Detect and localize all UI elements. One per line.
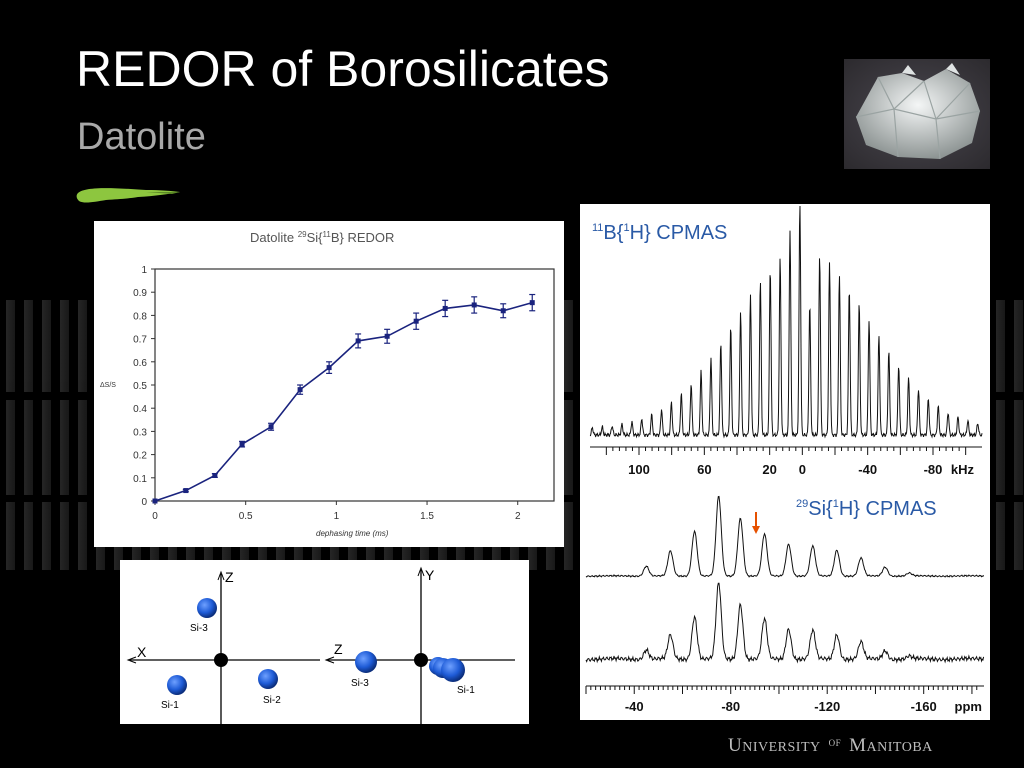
redor-data-point bbox=[297, 387, 303, 393]
atom-label-si-3-side: Si-3 bbox=[351, 678, 369, 689]
university-logo-text: UNIVERSITY OF MANITOBA bbox=[728, 735, 933, 756]
redor-x-tick-label: 1 bbox=[334, 511, 340, 522]
redor-y-tick-label: 0 bbox=[141, 497, 147, 508]
redor-y-tick-label: 0.2 bbox=[133, 451, 147, 462]
redor-data-point bbox=[413, 318, 419, 324]
redor-x-tick-label: 0.5 bbox=[239, 511, 253, 522]
redor-y-tick-label: 0.7 bbox=[133, 335, 147, 346]
right-vertical-axis-label: Y bbox=[425, 567, 435, 583]
redor-y-tick-label: 1 bbox=[141, 265, 147, 276]
left-vertical-axis-label: Z bbox=[225, 569, 234, 585]
redor-x-tick-label: 0 bbox=[152, 511, 158, 522]
redor-chart: Datolite 29Si{11B} REDOR ΔS/S dephasing … bbox=[100, 230, 555, 538]
redor-data-point bbox=[384, 333, 390, 339]
atom-si-2 bbox=[258, 669, 278, 689]
boron-spectrum-trace bbox=[589, 205, 983, 439]
atom-si-3 bbox=[197, 598, 217, 618]
arrow-marker-icon bbox=[752, 512, 760, 534]
redor-y-tick-label: 0.5 bbox=[133, 381, 147, 392]
nmr-spectra: 11B{1H} CPMAS 29Si{1H} CPMAS 100 60 20 0 -40… bbox=[585, 205, 985, 714]
left-axes-frame: Z X Si-3 Si-1 Si-2 bbox=[126, 569, 320, 724]
redor-y-tick-label: 0.3 bbox=[133, 427, 147, 438]
coordinate-axes-diagram: Z X Si-3 Si-1 Si-2 Y Z Si-3 Si-1 bbox=[120, 560, 529, 724]
redor-data-point bbox=[152, 498, 158, 504]
redor-data-point bbox=[239, 441, 245, 447]
redor-data-point bbox=[355, 338, 361, 344]
atom-label-si-3: Si-3 bbox=[190, 623, 208, 634]
redor-y-tick-label: 0.8 bbox=[133, 311, 147, 322]
left-horizontal-axis-label: X bbox=[137, 644, 147, 660]
atom-si-1-side bbox=[441, 658, 465, 682]
boron-axis-unit: kHz bbox=[951, 462, 975, 477]
green-brush-stroke bbox=[76, 188, 180, 203]
boron-tick-label: 20 bbox=[762, 462, 776, 477]
boron-spectrum-axis: 100 60 20 0 -40 -80 kHz bbox=[590, 446, 982, 477]
redor-y-tick-label: 0.1 bbox=[133, 474, 147, 485]
si-tick-label: -40 bbox=[625, 699, 644, 714]
redor-chart-title: Datolite 29Si{11B} REDOR bbox=[250, 230, 394, 245]
boron-tick-label: 60 bbox=[697, 462, 711, 477]
redor-data-point bbox=[442, 305, 448, 311]
redor-x-axis-label: dephasing time (ms) bbox=[316, 529, 389, 538]
redor-y-tick-label: 0.6 bbox=[133, 358, 147, 369]
crystal-photo bbox=[844, 59, 990, 169]
silicon-spectrum-axis: -40 -80 -120 -160 ppm bbox=[585, 685, 984, 714]
redor-x-tick-label: 2 bbox=[515, 511, 521, 522]
atom-label-si-2: Si-2 bbox=[263, 695, 281, 706]
boron-tick-label: -80 bbox=[924, 462, 943, 477]
redor-data-point bbox=[500, 308, 506, 314]
redor-data-point bbox=[183, 488, 189, 494]
boron-spectrum-title: 11B{1H} CPMAS bbox=[592, 222, 727, 244]
atom-label-si-1-side: Si-1 bbox=[457, 685, 475, 696]
redor-data-point bbox=[529, 300, 535, 306]
redor-y-axis-label: ΔS/S bbox=[100, 382, 116, 389]
slide-subtitle: Datolite bbox=[77, 116, 206, 158]
si-tick-label: -120 bbox=[814, 699, 840, 714]
si-tick-label: -160 bbox=[911, 699, 937, 714]
si-tick-label: -80 bbox=[721, 699, 740, 714]
redor-plot-frame bbox=[154, 268, 555, 502]
redor-y-tick-label: 0.9 bbox=[133, 288, 147, 299]
boron-tick-label: 0 bbox=[799, 462, 806, 477]
redor-y-tick-label: 0.4 bbox=[133, 404, 147, 415]
boron-tick-label: -40 bbox=[858, 462, 877, 477]
si-axis-unit: ppm bbox=[955, 699, 982, 714]
redor-data-point bbox=[326, 365, 332, 371]
silicon-spectrum-title: 29Si{1H} CPMAS bbox=[796, 498, 937, 520]
redor-data-point bbox=[471, 302, 477, 308]
redor-chart-panel: Datolite 29Si{11B} REDOR ΔS/S dephasing … bbox=[94, 221, 564, 547]
atom-label-si-1: Si-1 bbox=[161, 700, 179, 711]
right-horizontal-axis-label: Z bbox=[334, 641, 343, 657]
silicon-spectrum-trace-bottom bbox=[585, 582, 985, 664]
nmr-spectra-panel: 11B{1H} CPMAS 29Si{1H} CPMAS 100 60 20 0 -40… bbox=[580, 204, 990, 720]
redor-data-point bbox=[212, 472, 218, 478]
redor-x-tick-label: 1.5 bbox=[420, 511, 434, 522]
atom-si-3-side bbox=[355, 651, 377, 673]
right-axes-frame: Y Z Si-3 Si-1 bbox=[324, 566, 515, 724]
redor-data-point bbox=[268, 424, 274, 430]
atom-si-1 bbox=[167, 675, 187, 695]
redor-series-line bbox=[154, 301, 533, 502]
slide-title: REDOR of Borosilicates bbox=[76, 41, 610, 97]
silicon-spectrum-trace-top bbox=[585, 495, 985, 578]
boron-tick-label: 100 bbox=[628, 462, 650, 477]
